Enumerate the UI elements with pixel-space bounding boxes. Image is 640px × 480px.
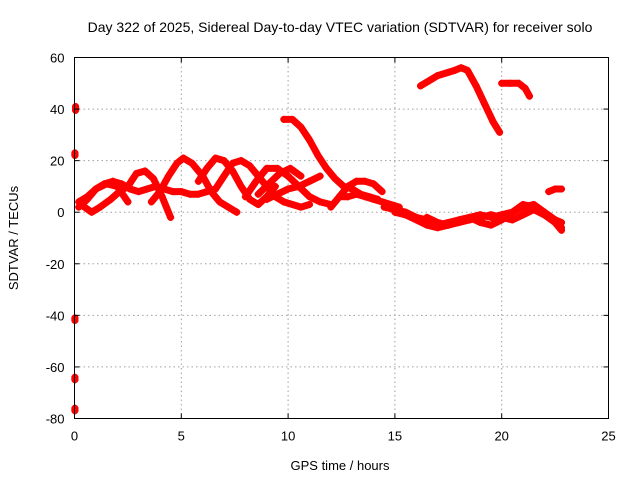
tick-layer: 0 5 10 15 20 25 -80 -60 -40 -20 0 20 40 60 <box>46 51 616 444</box>
chart-title: Day 322 of 2025, Sidereal Day-to-day VTE… <box>88 19 593 35</box>
y-tick-label: 60 <box>50 51 64 66</box>
grid-layer <box>74 57 609 419</box>
series-layer <box>71 64 566 415</box>
x-tick-label: 25 <box>601 429 615 444</box>
y-tick-label: -60 <box>46 360 65 375</box>
series-line <box>194 154 279 208</box>
series-arc-9 <box>263 172 324 203</box>
series-arc-8 <box>254 164 305 198</box>
x-axis-label: GPS time / hours <box>291 458 390 473</box>
series-arc-18 <box>545 185 566 196</box>
x-tick-label: 0 <box>71 429 78 444</box>
series-arc-16 <box>417 64 504 136</box>
y-tick-label: 40 <box>50 102 64 117</box>
x-tick-label: 15 <box>388 429 402 444</box>
y-tick-label: 20 <box>50 154 64 169</box>
y-tick-label: -20 <box>46 257 65 272</box>
series-arc-6 <box>211 157 313 211</box>
series-arc-19 <box>72 102 80 114</box>
x-tick-label: 20 <box>494 429 508 444</box>
x-tick-label: 10 <box>281 429 295 444</box>
y-tick-label: 0 <box>57 205 64 220</box>
series-arc-17 <box>498 79 533 100</box>
series-arc-12 <box>335 190 403 211</box>
y-axis-label: SDTVAR / TECUs <box>6 185 21 290</box>
y-tick-label: -40 <box>46 308 65 323</box>
y-tick-label: -80 <box>46 412 65 427</box>
series-arc-5 <box>194 154 279 208</box>
series-arc-3 <box>75 180 132 206</box>
plot-frame <box>74 57 609 419</box>
series-arc-15 <box>423 206 566 229</box>
x-tick-label: 5 <box>178 429 185 444</box>
